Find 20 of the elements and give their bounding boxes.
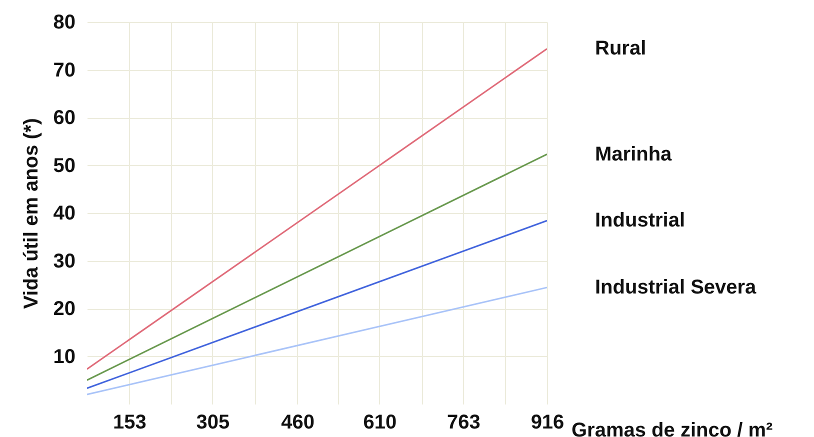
x-tick-label: 763 bbox=[447, 412, 480, 434]
text: Rural bbox=[595, 38, 646, 60]
x-tick-label: 153 bbox=[112, 412, 146, 434]
text: Industrial bbox=[595, 210, 686, 232]
x-tick-label: 305 bbox=[196, 412, 230, 434]
y-tick-label: 20 bbox=[53, 298, 76, 320]
x-tick-label: 916 bbox=[530, 412, 564, 434]
x-tick-label: 460 bbox=[281, 412, 314, 434]
y-tick-label: 30 bbox=[53, 250, 76, 272]
y-tick-label: 40 bbox=[53, 202, 76, 224]
y-tick-label: 70 bbox=[53, 59, 76, 82]
text: Marinha bbox=[595, 143, 673, 166]
x-axis-title: Gramas de zinco / m² bbox=[572, 420, 774, 437]
y-axis-title: Vida útil em anos (*) bbox=[20, 118, 42, 309]
x-tick-label: 610 bbox=[363, 412, 397, 434]
text: Industrial Severa bbox=[595, 276, 758, 298]
y-tick-label: 60 bbox=[53, 107, 76, 129]
y-tick-label: 50 bbox=[53, 154, 76, 177]
y-tick-label: 10 bbox=[53, 346, 76, 368]
y-tick-label: 80 bbox=[53, 12, 76, 34]
